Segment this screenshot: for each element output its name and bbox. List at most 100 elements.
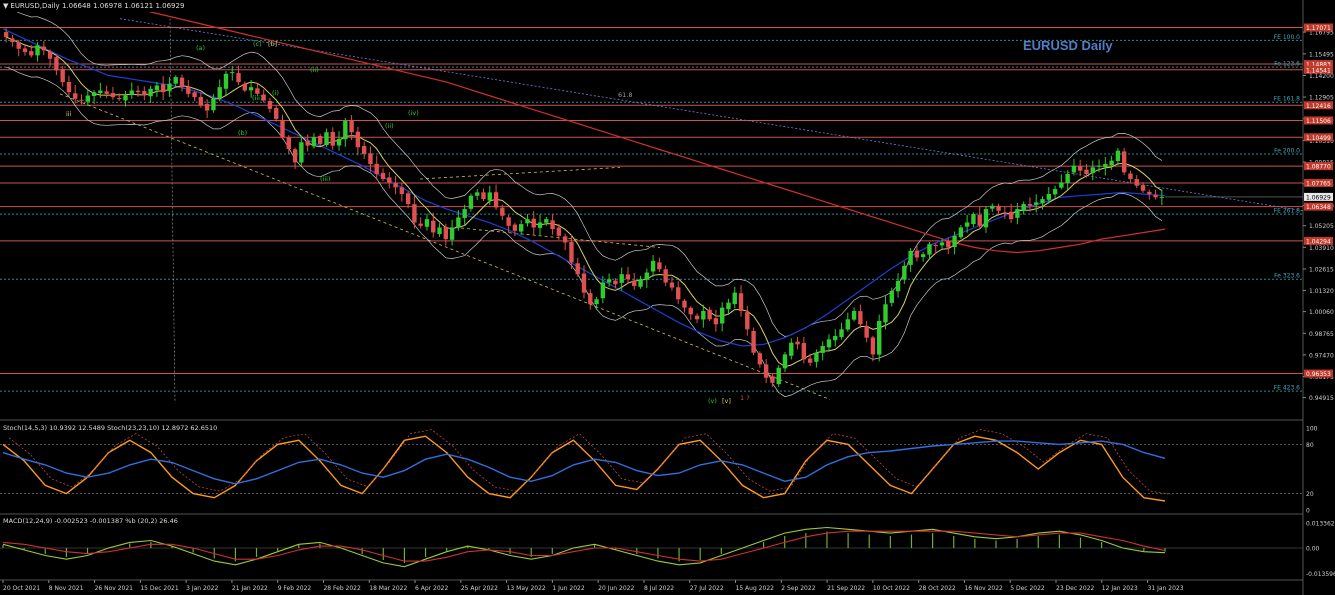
price-tick-label: 0.94915 xyxy=(1309,395,1334,402)
price-level-tag-text: 1.14883 xyxy=(1306,62,1331,69)
bull-candle xyxy=(148,88,153,97)
bull-candle xyxy=(129,90,134,96)
bear-candle xyxy=(531,218,536,228)
time-tick-label: 13 May 2022 xyxy=(507,585,546,592)
time-axis: 20 Oct 2021 8 Nov 2021 26 Nov 2021 15 Dec 2… xyxy=(2,580,1184,592)
bull-candle xyxy=(845,319,851,330)
bull-candle xyxy=(167,83,172,91)
stoch-tick-label: 80 xyxy=(1306,442,1314,449)
price-level-tag-text: 1.17071 xyxy=(1306,25,1331,32)
bull-candle xyxy=(324,132,329,145)
price-tick-label: 1.15495 xyxy=(1309,51,1334,58)
bear-candle xyxy=(738,293,744,311)
time-tick-label: 6 Apr 2022 xyxy=(415,585,448,592)
bull-candle xyxy=(98,90,103,94)
bear-candle xyxy=(688,307,693,315)
bear-candle xyxy=(493,192,499,208)
fib-level-label: Fe 200.0 xyxy=(1274,147,1300,154)
bollinger-upper xyxy=(16,12,1163,337)
bull-candle xyxy=(719,307,725,324)
time-tick-label: 28 Feb 2022 xyxy=(323,585,361,592)
bull-candle xyxy=(248,87,254,91)
bull-candle xyxy=(1159,196,1165,198)
price-level-tag xyxy=(1304,369,1333,378)
price-tick-label: 1.00060 xyxy=(1309,309,1334,316)
bear-candle xyxy=(355,131,361,148)
bear-candle xyxy=(669,282,675,288)
bear-candle xyxy=(60,68,65,83)
bull-candle xyxy=(173,77,178,84)
bear-candle xyxy=(1121,151,1127,173)
bull-candle xyxy=(594,299,599,305)
bear-candle xyxy=(1140,185,1146,191)
price-tick-label: 0.97470 xyxy=(1309,352,1334,359)
wave-annotations: (a) (c) [b] (ii) (i) (iii) (b) (iii) (iv) (ii) iii… xyxy=(66,40,750,405)
stochastic-panel: 100 80 20 0 xyxy=(0,426,1318,515)
bear-candle xyxy=(22,48,28,53)
dropdown-icon[interactable]: ▼ xyxy=(3,2,9,10)
price-level-tag xyxy=(1304,133,1333,142)
wedge-line xyxy=(454,227,661,248)
bear-candle xyxy=(807,358,813,363)
time-tick-label: 26 Nov 2021 xyxy=(95,585,134,592)
bear-candle xyxy=(914,250,920,258)
bull-candle xyxy=(1052,189,1058,195)
fib-level-label: FE 100.0 xyxy=(1274,34,1301,41)
fib-level-label: FE 261.8 xyxy=(1274,208,1301,215)
stoch-slow-line xyxy=(2,440,1166,485)
time-tick-label: 8 Nov 2021 xyxy=(49,585,84,592)
bull-candle xyxy=(449,227,455,240)
bear-candle xyxy=(305,140,310,146)
bull-candle xyxy=(1021,204,1026,211)
bear-candle xyxy=(996,205,1001,211)
bear-candle xyxy=(977,214,982,226)
bear-candle xyxy=(179,77,185,88)
time-tick-label: 28 Oct 2022 xyxy=(919,585,956,592)
price-level-tag-text: 1.11506 xyxy=(1306,118,1331,125)
price-tick-label: 1.14200 xyxy=(1309,73,1334,80)
bull-candle xyxy=(336,138,342,146)
bull-candle xyxy=(895,280,901,292)
bear-candle xyxy=(110,92,116,98)
bear-candle xyxy=(16,42,21,49)
time-tick-label: 20 Jun 2022 xyxy=(598,585,634,592)
bear-candle xyxy=(29,51,34,56)
bear-candle xyxy=(142,91,147,96)
price-level-tag xyxy=(1304,162,1333,171)
bull-candle xyxy=(223,73,229,89)
bear-candle xyxy=(676,287,681,300)
bear-candle xyxy=(682,300,687,308)
macd-tick-label: -0.013596 xyxy=(1306,571,1335,578)
wave-label: iii xyxy=(66,110,72,118)
bear-candle xyxy=(613,280,618,285)
price-tick-label: 1.03910 xyxy=(1309,245,1334,252)
time-tick-label: 16 Nov 2022 xyxy=(964,585,1003,592)
bear-candle xyxy=(135,90,141,93)
price-level-tag xyxy=(1304,23,1333,32)
bear-candle xyxy=(66,81,72,93)
stoch-tick-label: 0 xyxy=(1306,508,1310,515)
bear-candle xyxy=(1027,204,1033,206)
bear-candle xyxy=(292,149,298,163)
price-level-tag xyxy=(1304,101,1333,110)
bull-candle xyxy=(789,342,794,356)
price-tick-label: 1.02615 xyxy=(1309,266,1334,273)
bear-candle xyxy=(73,93,78,99)
bull-candle xyxy=(971,214,976,225)
bear-candle xyxy=(707,309,712,320)
last-price-tag-text: 1.06929 xyxy=(1306,194,1331,201)
price-level-tag-text: 1.07765 xyxy=(1306,180,1331,187)
bull-candle xyxy=(1071,165,1077,173)
bear-candle xyxy=(556,227,562,236)
price-level-tag xyxy=(1304,236,1333,245)
time-tick-label: 10 Oct 2022 xyxy=(873,585,910,592)
bull-candle xyxy=(990,205,995,209)
bear-candle xyxy=(713,318,719,325)
wave-label: (iii) xyxy=(320,175,331,183)
bull-candle xyxy=(437,227,442,235)
bull-candle xyxy=(782,354,788,369)
bull-candle xyxy=(964,222,970,227)
bull-candle xyxy=(1096,165,1102,167)
wave-label: (v) xyxy=(708,397,717,405)
bear-candle xyxy=(763,364,769,378)
